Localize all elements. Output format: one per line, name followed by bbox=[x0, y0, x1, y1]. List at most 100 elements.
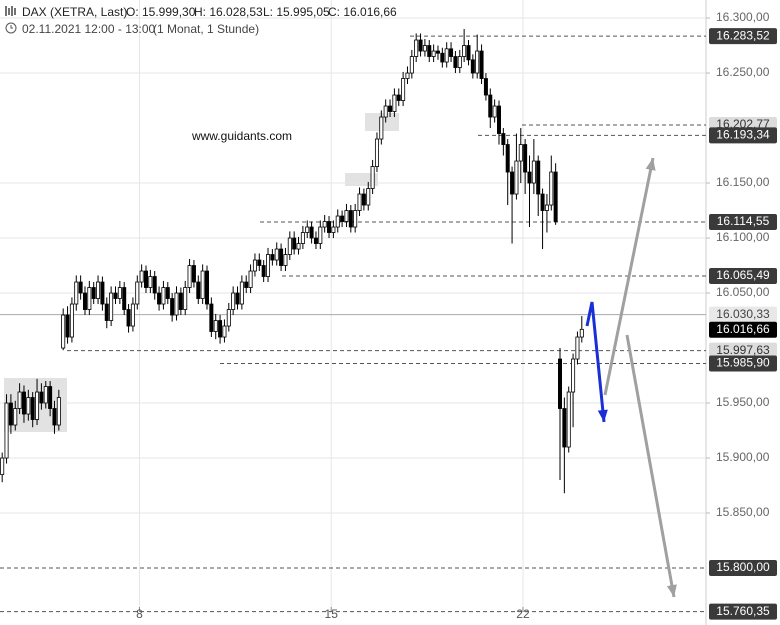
candle-body bbox=[48, 386, 53, 409]
candle-body bbox=[418, 39, 423, 52]
candle-body bbox=[340, 215, 345, 222]
candle-body bbox=[453, 56, 458, 68]
candle-body bbox=[553, 171, 558, 222]
candle-body bbox=[374, 138, 379, 167]
candle-body bbox=[148, 276, 153, 288]
candle-body bbox=[170, 298, 175, 316]
candle-body bbox=[566, 391, 571, 448]
candle-body bbox=[261, 265, 266, 277]
candle-body bbox=[13, 408, 18, 426]
resolution: (1 Monat, 1 Stunde) bbox=[153, 22, 260, 36]
watermark: www.guidants.com bbox=[191, 129, 292, 143]
candle-body bbox=[444, 48, 449, 63]
candle-body bbox=[318, 226, 323, 244]
y-tick-label: 16.050,00 bbox=[716, 285, 770, 299]
level-label-box bbox=[709, 560, 777, 577]
candle-body bbox=[74, 281, 79, 305]
candle-body bbox=[558, 358, 563, 409]
candle-body bbox=[8, 402, 13, 426]
x-tick-label: 8 bbox=[136, 607, 143, 621]
clock-icon bbox=[5, 22, 17, 37]
candle-body bbox=[435, 50, 440, 54]
annotation-arrow bbox=[603, 157, 655, 396]
candle-body bbox=[388, 105, 393, 112]
annotation-arrow bbox=[585, 301, 606, 423]
candle-body bbox=[488, 94, 493, 118]
candle-body bbox=[431, 50, 436, 57]
candle-body bbox=[65, 314, 70, 338]
low-value: L: 15.995,05 bbox=[263, 5, 330, 19]
level-label: 15.985,90 bbox=[716, 356, 770, 370]
candle-body bbox=[457, 56, 462, 68]
candle-body bbox=[87, 287, 92, 310]
candle-body bbox=[536, 160, 541, 195]
candle-body bbox=[287, 237, 292, 255]
candle-body bbox=[100, 281, 105, 305]
candle-body bbox=[200, 270, 205, 299]
candle-body bbox=[514, 160, 519, 195]
candle-body bbox=[135, 281, 140, 305]
candle-body bbox=[274, 248, 279, 261]
candle-body bbox=[579, 328, 584, 338]
candle-body bbox=[366, 188, 371, 206]
candle-body bbox=[283, 254, 288, 266]
candle-body bbox=[483, 78, 488, 96]
level-label: 16.114,55 bbox=[717, 214, 770, 228]
level-label-box bbox=[709, 603, 777, 620]
candle-body bbox=[21, 391, 26, 415]
open-value: O: 15.999,30 bbox=[126, 5, 196, 19]
candle-body bbox=[191, 265, 196, 283]
level-label-box bbox=[709, 127, 777, 144]
y-tick-label: 15.950,00 bbox=[716, 395, 770, 409]
candle-body bbox=[300, 232, 305, 244]
candle-body bbox=[104, 303, 109, 321]
candle-body bbox=[405, 72, 410, 79]
candle-body bbox=[270, 254, 275, 261]
candle-body bbox=[248, 270, 253, 288]
x-tick-label: 15 bbox=[325, 607, 339, 621]
level-label-box bbox=[709, 28, 777, 45]
candle-body bbox=[479, 50, 484, 79]
candle-body bbox=[69, 303, 74, 338]
candle-body bbox=[157, 292, 162, 305]
x-tick-label: 22 bbox=[516, 607, 530, 621]
candle-body bbox=[401, 78, 406, 101]
candle-body bbox=[462, 45, 467, 57]
level-label: 15.997,63 bbox=[716, 343, 770, 357]
candle-body bbox=[392, 94, 397, 112]
level-label-box bbox=[709, 214, 777, 231]
candle-body bbox=[344, 210, 349, 222]
level-label: 16.016,66 bbox=[716, 322, 770, 336]
candle-body bbox=[466, 45, 471, 61]
candle-body bbox=[61, 314, 66, 349]
candle-body bbox=[470, 59, 475, 74]
candle-body bbox=[226, 309, 231, 327]
candle-body bbox=[252, 259, 257, 272]
candle-body bbox=[313, 237, 318, 244]
candle-body bbox=[527, 171, 532, 184]
candle-body bbox=[244, 281, 249, 288]
candle-body bbox=[335, 215, 340, 228]
candle-body bbox=[213, 320, 218, 332]
level-label-box bbox=[709, 306, 777, 323]
candle-body bbox=[130, 303, 135, 327]
level-label: 15.760,35 bbox=[716, 604, 770, 618]
candle-body bbox=[322, 221, 327, 228]
candle-body bbox=[122, 287, 127, 310]
candle-body bbox=[575, 336, 580, 360]
candle-body bbox=[117, 287, 122, 299]
candle-body bbox=[562, 408, 567, 448]
candle-body bbox=[331, 226, 336, 233]
candle-body bbox=[475, 50, 480, 74]
candle-body bbox=[531, 160, 536, 184]
candle-body bbox=[449, 48, 454, 57]
candle-body bbox=[152, 276, 157, 294]
level-label: 15.800,00 bbox=[716, 560, 770, 574]
candle-body bbox=[501, 133, 506, 145]
level-label: 16.065,49 bbox=[716, 268, 770, 282]
candle-body bbox=[496, 105, 501, 134]
close-value: C: 16.016,66 bbox=[328, 5, 397, 19]
candle-body bbox=[518, 144, 523, 162]
candle-body bbox=[56, 397, 61, 426]
